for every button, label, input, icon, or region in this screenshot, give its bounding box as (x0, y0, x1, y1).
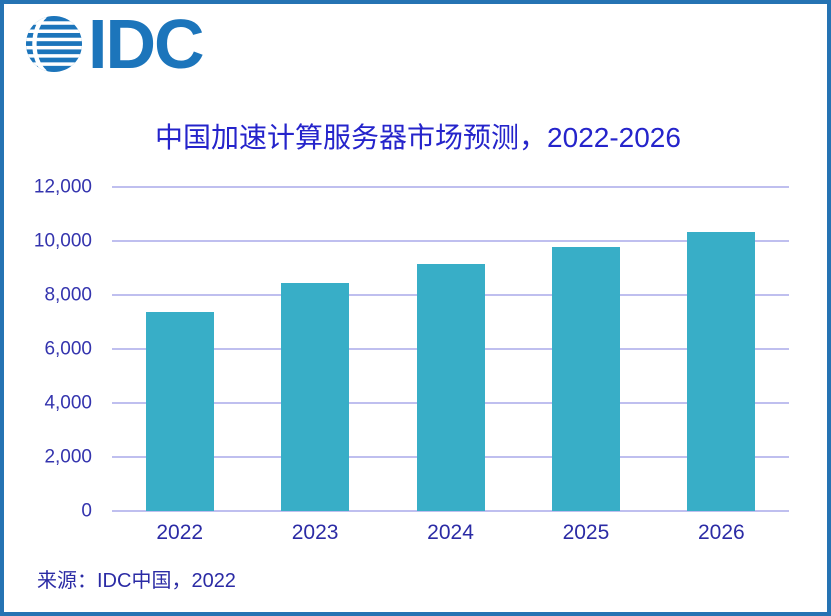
x-tick-label: 2022 (156, 521, 204, 544)
gridline (112, 240, 789, 242)
x-tick-label: 2023 (291, 521, 339, 544)
gridline (112, 186, 789, 188)
y-tick-label: 10,000 (33, 230, 92, 252)
bar-slot (383, 187, 518, 511)
idc-globe-icon (25, 15, 83, 73)
bar-2022 (145, 311, 214, 511)
bar-slot (518, 187, 653, 511)
x-tick-label: 2026 (697, 521, 745, 544)
source-note: 来源：IDC中国，2022 (37, 570, 236, 592)
y-tick-label: 8,000 (44, 284, 92, 306)
x-tick-label: 2025 (562, 521, 610, 544)
bar-2026 (687, 231, 756, 511)
idc-logo-text: IDC (88, 5, 205, 83)
plot-area (112, 186, 789, 512)
y-tick-label: 0 (81, 500, 92, 522)
idc-logo: IDC (25, 5, 205, 83)
bar-slot (112, 187, 247, 511)
y-axis: 0 2,000 4,000 6,000 8,000 10,000 12,000 (4, 178, 92, 521)
x-tick-label: 2024 (427, 521, 474, 544)
bar-slot (654, 187, 789, 511)
y-tick-label: 4,000 (44, 392, 92, 414)
bar-2025 (551, 247, 620, 511)
x-axis: 2022 2023 2024 2025 2026 (112, 521, 789, 545)
y-tick-label: 2,000 (44, 446, 92, 468)
bar-slot (247, 187, 382, 511)
bar-2023 (281, 282, 350, 511)
y-tick-label: 12,000 (33, 176, 92, 198)
bars-row (112, 187, 789, 511)
y-tick-label: 6,000 (44, 338, 92, 360)
bar-2024 (416, 263, 485, 511)
chart-title: 中国加速计算服务器市场预测，2022-2026 (155, 122, 681, 153)
gridline (112, 510, 789, 512)
